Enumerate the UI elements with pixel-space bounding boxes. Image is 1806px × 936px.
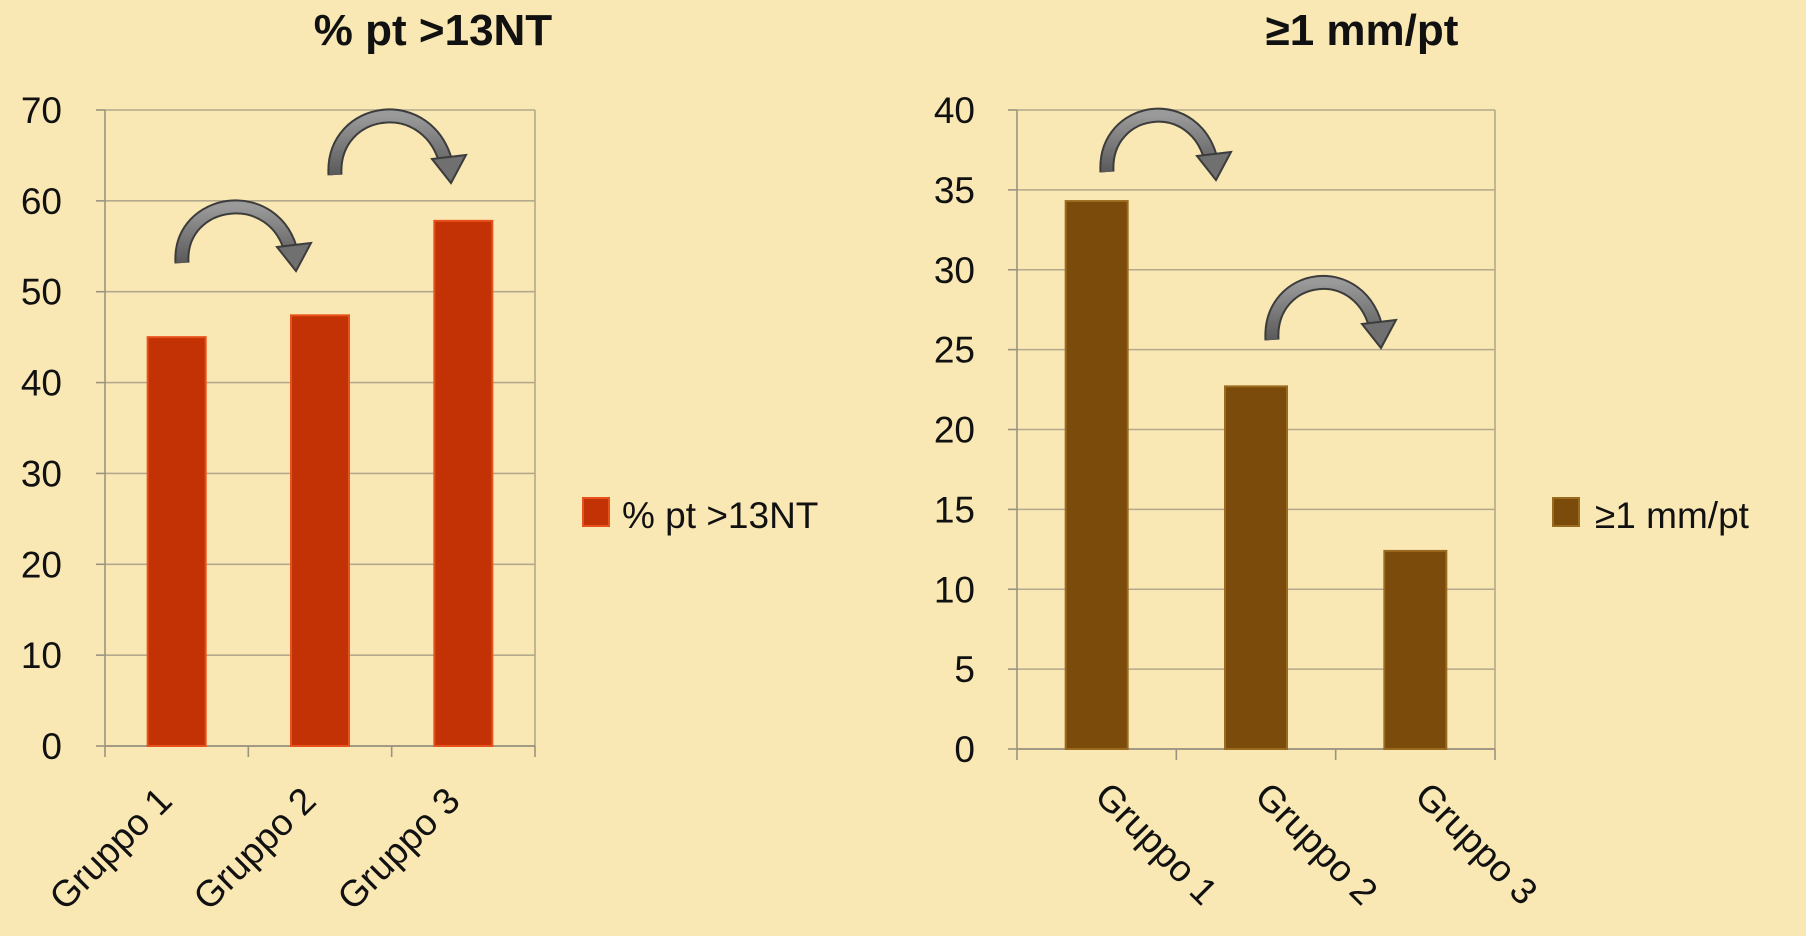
y-tick-label: 10 (21, 635, 62, 676)
chart-1mm-per-pt: ≥1 mm/pt 0 5 10 15 20 25 30 35 40 Gruppo 1 Gruppo 2… (934, 6, 1750, 913)
y-tick-label: 30 (21, 453, 62, 494)
y-tick-label: 15 (934, 489, 975, 530)
curved-arrow-icon (176, 201, 298, 264)
y-tick-label: 25 (934, 330, 975, 371)
curved-arrow-icon (1266, 277, 1383, 341)
bar (146, 336, 207, 747)
y-tick-label: 10 (934, 569, 975, 610)
x-category-label: Gruppo 2 (186, 780, 324, 918)
x-category-label: Gruppo 3 (1407, 775, 1545, 913)
y-tick-label: 20 (21, 544, 62, 585)
y-tick-label: 70 (21, 90, 62, 131)
y-tick-label: 35 (934, 170, 975, 211)
y-tick-label: 40 (934, 90, 975, 131)
x-category-label: Gruppo 1 (1087, 775, 1225, 913)
legend-swatch (582, 497, 610, 527)
y-tick-label: 40 (21, 363, 62, 404)
y-tick-label: 5 (954, 649, 975, 690)
x-category-label: Gruppo 2 (1247, 775, 1385, 913)
legend-label: ≥1 mm/pt (1595, 495, 1750, 536)
y-tick-label: 60 (21, 181, 62, 222)
arrow-head (1195, 150, 1233, 182)
bar (1224, 385, 1288, 750)
arrow-head (1360, 318, 1398, 350)
curved-arrow-icon (1101, 109, 1218, 173)
y-tick-label: 0 (41, 726, 62, 767)
chart-title: % pt >13NT (314, 6, 553, 55)
y-tick-label: 0 (954, 729, 975, 770)
y-tick-label: 50 (21, 272, 62, 313)
chart-title: ≥1 mm/pt (1266, 6, 1459, 55)
bar (1064, 200, 1129, 750)
curved-arrow-icon (329, 110, 453, 176)
arrow-head (430, 153, 468, 185)
bar (1383, 549, 1448, 750)
x-category-label: Gruppo 1 (42, 780, 180, 918)
y-tick-label: 30 (934, 250, 975, 291)
legend-label: % pt >13NT (622, 495, 818, 536)
bar (433, 219, 494, 748)
x-category-label: Gruppo 3 (330, 780, 468, 918)
y-tick-label: 20 (934, 410, 975, 451)
legend-swatch (1552, 497, 1580, 527)
arrow-head (275, 241, 313, 273)
bar (290, 314, 350, 747)
